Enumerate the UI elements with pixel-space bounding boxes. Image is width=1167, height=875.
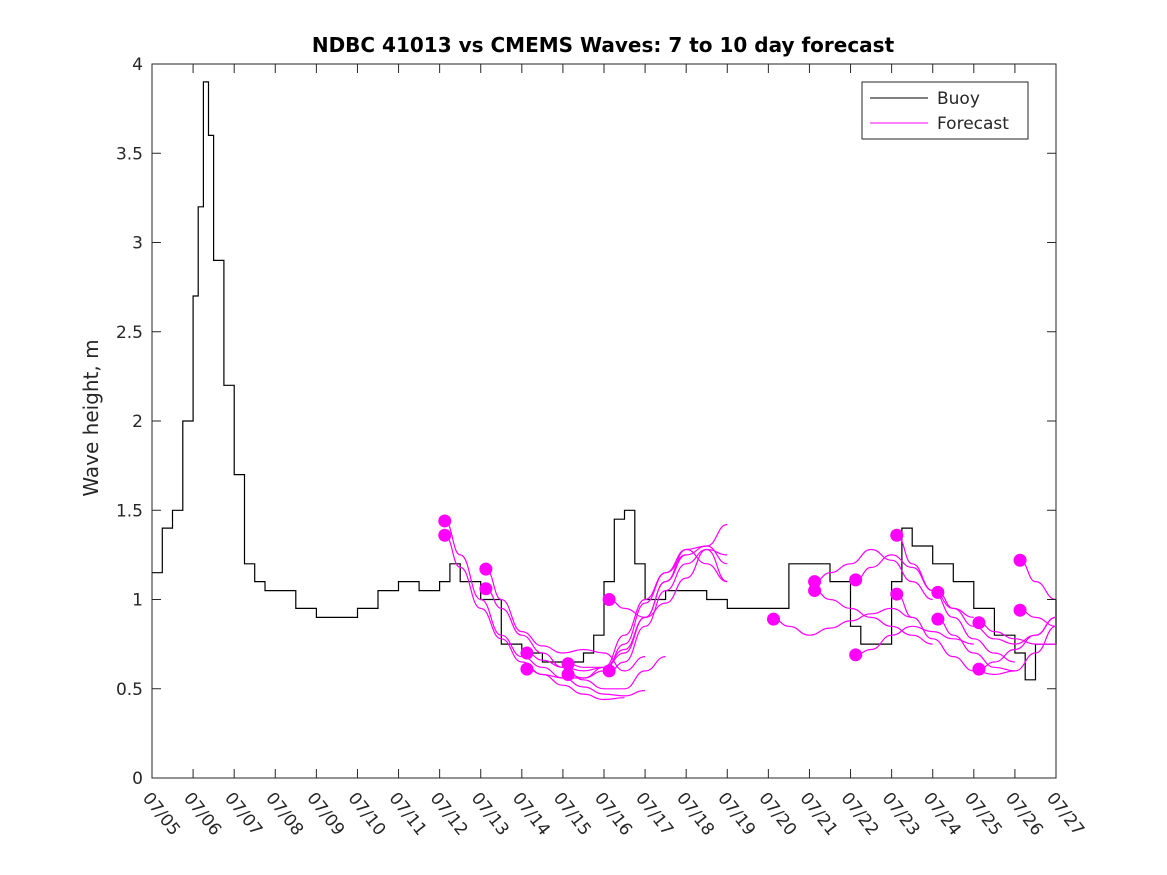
forecast-start-point — [520, 662, 534, 676]
forecast-start-point — [890, 587, 904, 601]
forecast-run-line — [855, 625, 974, 656]
forecast-run-line — [444, 520, 646, 697]
forecast-run-line — [814, 548, 933, 601]
y-tick-label: 1.5 — [116, 501, 143, 521]
forecast-start-point — [561, 657, 575, 671]
forecast-run-line — [485, 568, 646, 672]
forecast-start-point — [438, 528, 452, 542]
y-tick-label: 2.5 — [116, 323, 143, 343]
y-axis-label: Wave height, m — [79, 339, 103, 496]
forecast-run-line — [896, 534, 1015, 663]
forecast-run-line — [978, 616, 1057, 670]
forecast-run-line — [1019, 559, 1057, 601]
forecast-start-point — [931, 585, 945, 599]
legend-box — [861, 81, 1029, 140]
forecast-start-point — [1013, 553, 1027, 567]
legend-buoy-label: Buoy — [937, 89, 980, 109]
forecast-start-point — [1013, 603, 1027, 617]
forecast-layer — [438, 514, 1057, 701]
forecast-start-point — [561, 667, 575, 681]
y-tick-label: 0.5 — [116, 680, 143, 700]
forecast-run-line — [814, 590, 933, 645]
forecast-start-point — [479, 562, 493, 576]
forecast-start-point — [520, 646, 534, 660]
forecast-start-point — [602, 593, 616, 606]
forecast-start-point — [890, 528, 904, 542]
y-tick-label: 4 — [132, 55, 143, 75]
forecast-run-line — [978, 622, 1056, 645]
forecast-start-point — [849, 648, 863, 662]
chart-title: NDBC 41013 vs CMEMS Waves: 7 to 10 day f… — [312, 33, 895, 57]
y-tick-label: 1 — [132, 591, 143, 611]
legend: Buoy Forecast — [861, 81, 1029, 140]
y-tick-label: 3 — [132, 234, 143, 254]
y-tick-label: 0 — [132, 769, 143, 789]
forecast-run-line — [567, 545, 728, 679]
forecast-start-point — [808, 584, 822, 598]
axes-box — [151, 63, 1057, 779]
forecast-start-point — [602, 664, 616, 678]
forecast-start-point — [438, 514, 452, 528]
forecast-start-point — [767, 612, 780, 626]
y-tick-label: 2 — [132, 412, 143, 432]
forecast-start-point — [972, 616, 986, 630]
forecast-start-point — [479, 582, 493, 596]
legend-forecast-label: Forecast — [937, 114, 1009, 134]
forecast-start-point — [972, 662, 986, 676]
forecast-run-line — [937, 618, 1057, 672]
forecast-run-line — [896, 593, 1015, 676]
forecast-start-point — [931, 612, 945, 626]
y-tick-label: 3.5 — [116, 144, 143, 164]
plot-area — [151, 63, 1057, 779]
forecast-run-line — [773, 607, 913, 636]
forecast-run-line — [609, 548, 728, 672]
forecast-start-point — [849, 573, 863, 587]
forecast-start-point — [808, 575, 822, 589]
